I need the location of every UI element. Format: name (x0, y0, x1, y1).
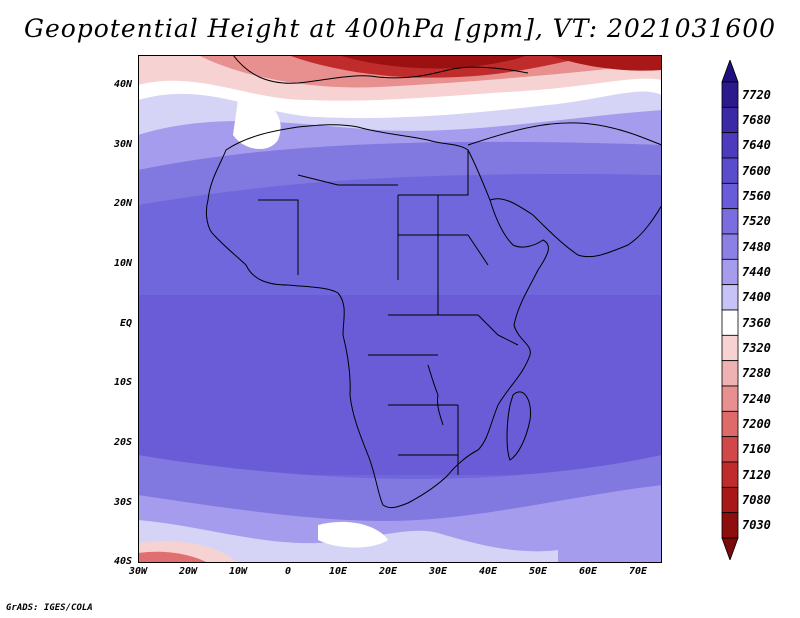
field-low-northeast (548, 55, 662, 71)
lon-tick-60e: 60E (578, 566, 598, 577)
lat-tick-20s: 20S (113, 437, 132, 448)
map-title: Geopotential Height at 400hPa [gpm], VT:… (23, 14, 777, 43)
colorbar-swatch (721, 385, 739, 412)
field-tropical-core (138, 295, 662, 475)
field-low-north (338, 55, 528, 69)
colorbar-label: 7120 (742, 467, 771, 482)
colorbar-swatch (721, 410, 739, 438)
colorbar-swatch (721, 208, 739, 235)
field-band-s5 (138, 551, 208, 563)
colorbar-label: 7600 (742, 163, 771, 178)
colorbar-swatch (721, 512, 739, 539)
colorbar-arrow-top (721, 60, 739, 83)
lon-tick-20e: 20E (378, 566, 398, 577)
lon-tick-30w: 30W (128, 566, 148, 577)
lon-tick-70e: 70E (628, 566, 648, 577)
africa-coastline (205, 124, 549, 509)
map-canvas (138, 55, 662, 563)
colorbar-label: 7280 (742, 366, 771, 381)
colorbar-arrow-bottom (721, 537, 739, 560)
colorbar-swatch (721, 182, 739, 210)
lat-tick-30s: 30S (113, 497, 132, 508)
colorbar-label: 7160 (742, 442, 771, 457)
colorbar (721, 60, 739, 560)
colorbar-label: 7480 (742, 239, 771, 254)
colorbar-label: 7680 (742, 113, 771, 127)
colorbar-swatch (721, 334, 739, 362)
colorbar-swatch (721, 360, 739, 387)
colorbar-swatch (721, 132, 739, 159)
colorbar-label: 7240 (742, 391, 771, 406)
colorbar-label: 7080 (742, 493, 771, 507)
lon-tick-0: 0 (284, 566, 292, 577)
field-white-patch-north (233, 99, 281, 150)
colorbar-swatch (721, 157, 739, 184)
map-panel (138, 55, 662, 563)
colorbar-swatch (721, 461, 739, 488)
colorbar-swatch (721, 233, 739, 260)
colorbar-swatch (721, 258, 739, 286)
lat-tick-40s: 40S (113, 556, 132, 567)
colorbar-swatch (721, 436, 739, 463)
colorbar-label: 7440 (742, 265, 771, 279)
lon-tick-50e: 50E (528, 566, 548, 577)
lake-rift-valley (427, 364, 444, 426)
colorbar-swatch (721, 81, 739, 108)
lon-tick-10w: 10W (228, 566, 248, 577)
colorbar-swatch (721, 106, 739, 134)
map-border (138, 55, 662, 563)
country-borders (258, 150, 519, 475)
lat-tick-20n: 20N (113, 198, 132, 209)
colorbar-swatch (721, 486, 739, 514)
colorbar-label: 7560 (742, 189, 771, 203)
lat-tick-10n: 10N (113, 258, 132, 269)
europe-coast (232, 55, 529, 84)
colorbar-label: 7200 (742, 417, 771, 431)
colorbar-label: 7520 (742, 214, 771, 229)
lon-tick-20w: 20W (178, 566, 198, 577)
lat-tick-30n: 30N (113, 139, 132, 150)
lat-tick-eq: EQ (119, 318, 132, 329)
colorbar-label: 7030 (742, 518, 771, 533)
colorbar-swatch (721, 309, 739, 336)
lat-tick-40n: 40N (113, 79, 132, 90)
colorbar-label: 7400 (742, 290, 771, 305)
colorbar-label: 7360 (742, 315, 771, 330)
lon-tick-10e: 10E (328, 566, 348, 577)
middle-east-coast (467, 122, 662, 146)
lat-tick-10s: 10S (113, 377, 132, 388)
colorbar-swatch (721, 284, 739, 311)
lon-tick-30e: 30E (428, 566, 448, 577)
coastlines (205, 55, 662, 509)
colorbar-label: 7640 (742, 138, 771, 153)
colorbar-label: 7720 (742, 87, 771, 102)
lon-tick-40e: 40E (478, 566, 498, 577)
field-white-patch-south (318, 521, 388, 548)
madagascar-coastline (506, 391, 532, 461)
footer-credit: GrADS: IGES/COLA (6, 603, 93, 613)
colorbar-label: 7320 (742, 341, 771, 355)
arabian-peninsula-coast (489, 198, 662, 258)
